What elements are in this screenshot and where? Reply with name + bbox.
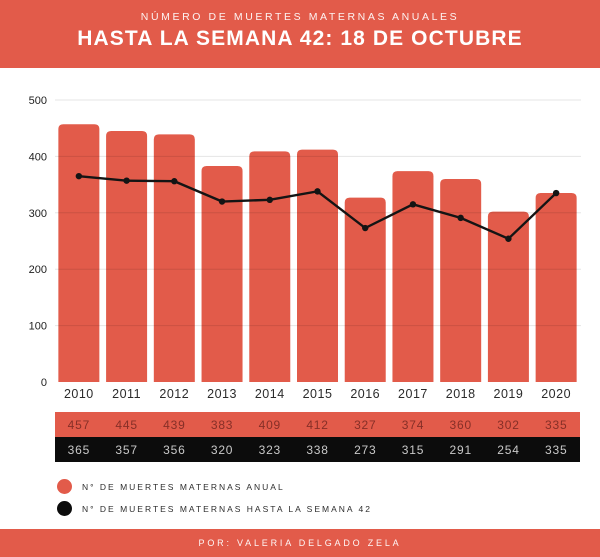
value-cell-week42: 273 xyxy=(354,442,377,457)
x-label-2019: 2019 xyxy=(494,387,524,401)
y-tick-100: 100 xyxy=(29,321,47,333)
bar-2013 xyxy=(201,165,243,382)
value-cell-week42: 338 xyxy=(306,442,329,457)
value-cell-week42: 291 xyxy=(449,442,472,457)
legend-item: N° DE MUERTES MATERNAS ANUAL xyxy=(57,479,372,494)
value-cell-annual: 383 xyxy=(210,417,234,432)
value-cell-annual: 439 xyxy=(163,417,186,432)
legend-item: N° DE MUERTES MATERNAS HASTA LA SEMANA 4… xyxy=(57,501,372,516)
week42-values-row: 365 357 356 320 323 338 273 315 291 254 335 xyxy=(55,437,580,462)
point-2016 xyxy=(362,224,369,232)
value-cell-annual: 374 xyxy=(401,417,425,432)
x-label-2016: 2016 xyxy=(350,387,380,401)
value-cell-annual: 302 xyxy=(497,417,520,432)
y-tick-400: 400 xyxy=(29,151,47,163)
value-cell-annual: 327 xyxy=(354,417,377,432)
annual-values-row: 457 445 439 383 409 412 327 374 360 302 335 xyxy=(55,412,580,437)
value-cell-annual: 335 xyxy=(545,417,568,432)
bar-2017 xyxy=(392,171,434,382)
y-tick-300: 300 xyxy=(29,208,47,220)
bar-line-chart: 0 100 200 300 400 500 2010 2011 2012 2013 2014 2015… xyxy=(29,95,581,401)
value-cell-week42: 365 xyxy=(67,442,91,457)
value-cell-annual: 445 xyxy=(115,417,138,432)
value-cell-week42: 357 xyxy=(115,442,138,457)
point-2018 xyxy=(457,214,464,222)
value-cell-week42: 323 xyxy=(258,442,282,457)
x-label-2020: 2020 xyxy=(541,387,571,401)
x-label-2014: 2014 xyxy=(255,387,285,401)
legend-label: N° DE MUERTES MATERNAS ANUAL xyxy=(82,481,285,492)
bar-2012 xyxy=(153,134,195,382)
point-2017 xyxy=(409,201,417,208)
legend-dot-icon xyxy=(57,501,72,516)
x-label-2013: 2013 xyxy=(207,387,237,401)
bar-2011 xyxy=(106,131,148,382)
credit-text: POR: VALERIA DELGADO ZELA xyxy=(198,538,402,548)
footer: POR: VALERIA DELGADO ZELA xyxy=(0,529,600,557)
bar-2018 xyxy=(440,178,482,382)
point-2019 xyxy=(505,235,512,242)
bar-2016 xyxy=(344,197,386,382)
chart-title: HASTA LA SEMANA 42: 18 DE OCTUBRE xyxy=(77,27,523,50)
x-label-2012: 2012 xyxy=(159,387,189,401)
value-cell-week42: 320 xyxy=(210,442,234,457)
value-cell-week42: 254 xyxy=(497,442,520,457)
point-2014 xyxy=(266,196,273,204)
bar-2015 xyxy=(297,149,338,382)
header: NÚMERO DE MUERTES MATERNAS ANUALES HASTA… xyxy=(0,0,600,68)
point-2011 xyxy=(123,177,130,184)
value-cell-annual: 409 xyxy=(258,417,282,432)
point-2015 xyxy=(314,188,321,195)
bar-2020 xyxy=(535,193,577,382)
legend-label: N° DE MUERTES MATERNAS HASTA LA SEMANA 4… xyxy=(82,503,372,514)
x-label-2018: 2018 xyxy=(446,387,476,401)
value-cell-annual: 412 xyxy=(306,417,329,432)
x-label-2017: 2017 xyxy=(398,387,428,401)
point-2013 xyxy=(218,198,226,205)
point-2020 xyxy=(552,189,560,197)
value-cell-week42: 335 xyxy=(545,442,568,457)
bar-2014 xyxy=(249,151,291,382)
value-cell-annual: 457 xyxy=(67,417,91,432)
x-label-2010: 2010 xyxy=(64,387,94,401)
x-label-2015: 2015 xyxy=(303,387,333,401)
bar-2019 xyxy=(487,211,529,382)
legend-dot-icon xyxy=(57,479,72,494)
point-2012 xyxy=(171,178,178,185)
chart-subtitle: NÚMERO DE MUERTES MATERNAS ANUALES xyxy=(140,11,460,23)
y-tick-200: 200 xyxy=(29,264,47,276)
bar-2010 xyxy=(58,124,100,382)
y-tick-500: 500 xyxy=(29,95,47,107)
point-2010 xyxy=(75,172,83,180)
y-tick-0: 0 xyxy=(41,377,47,389)
value-cell-week42: 315 xyxy=(401,442,425,457)
value-cell-week42: 356 xyxy=(163,442,186,457)
legend: N° DE MUERTES MATERNAS ANUAL N° DE MUERTE… xyxy=(57,479,372,516)
x-label-2011: 2011 xyxy=(112,387,141,401)
value-cell-annual: 360 xyxy=(449,417,472,432)
